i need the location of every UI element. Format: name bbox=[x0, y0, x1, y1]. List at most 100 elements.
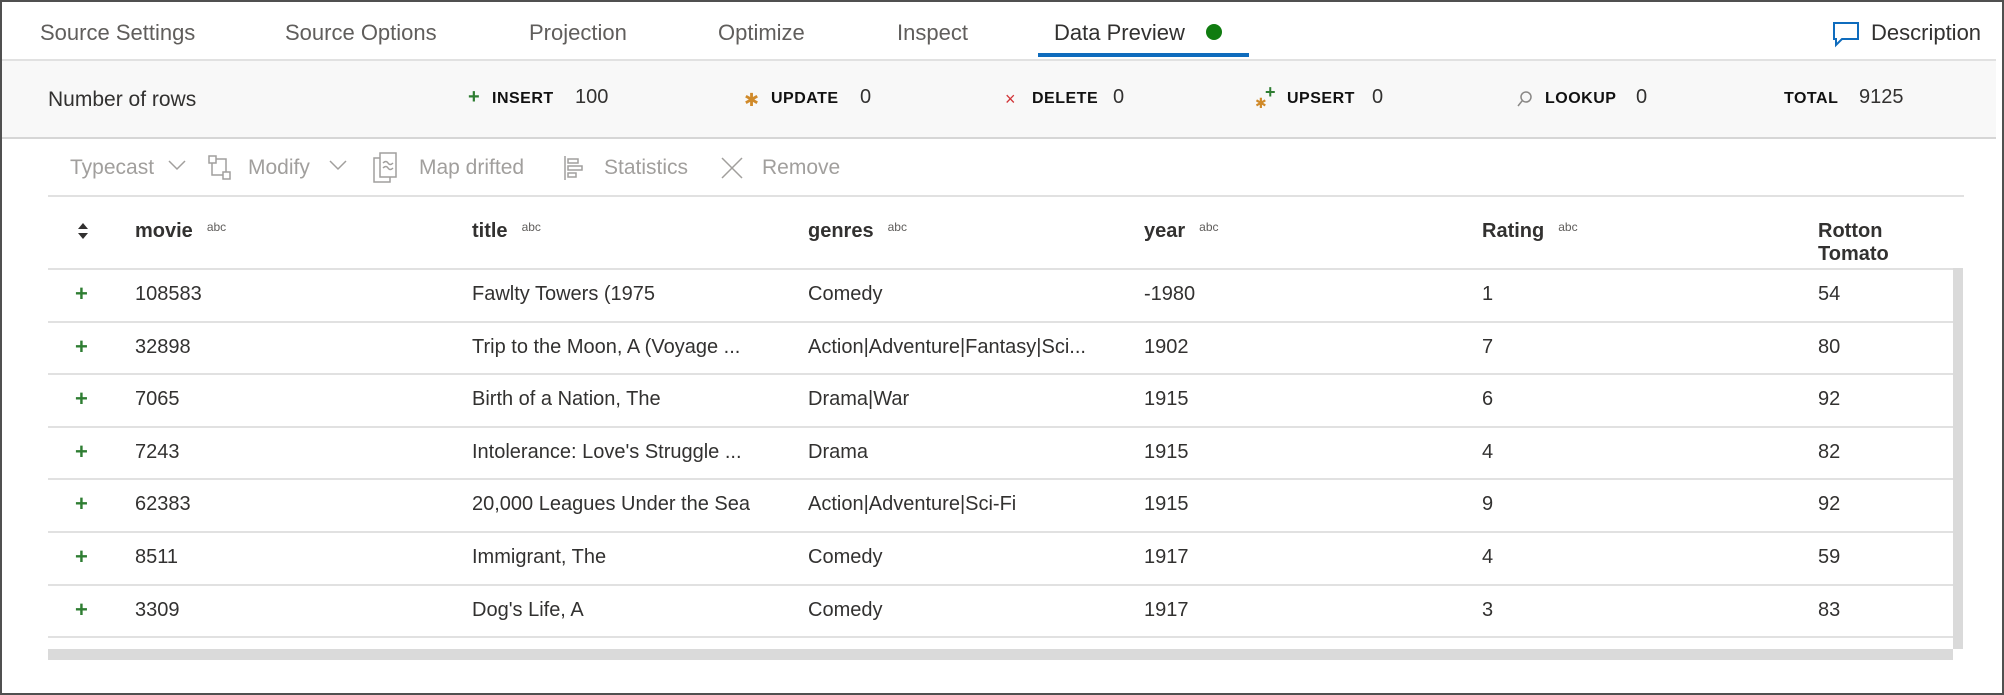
description-label[interactable]: Description bbox=[1871, 20, 1982, 45]
map-drifted-button[interactable]: Map drifted bbox=[419, 156, 525, 179]
tab-optimize[interactable]: Optimize bbox=[718, 20, 805, 45]
status-dot-icon bbox=[1206, 24, 1222, 40]
insert-label: INSERT bbox=[492, 90, 554, 107]
number-of-rows-label: Number of rows bbox=[48, 88, 197, 111]
cell-rating: 4 bbox=[1482, 546, 1494, 568]
cell-title: Birth of a Nation, The bbox=[472, 388, 661, 411]
table-row[interactable]: +32898 Trip to the Moon, A (Voyage ... Act… bbox=[48, 320, 1953, 375]
insert-row-icon: + bbox=[75, 491, 88, 517]
column-header-rating[interactable]: Rating abc bbox=[1482, 220, 1578, 243]
typecast-button[interactable]: Typecast bbox=[70, 156, 155, 179]
lookup-count: 0 bbox=[1636, 86, 1648, 108]
cell-rating: 6 bbox=[1482, 388, 1494, 411]
lookup-icon bbox=[1517, 90, 1533, 113]
cell-genres: Comedy bbox=[808, 598, 883, 621]
insert-row-icon: + bbox=[75, 333, 88, 359]
tab-inspect[interactable]: Inspect bbox=[897, 20, 968, 45]
table-row[interactable]: +7243 Intolerance: Love's Struggle ... Dra… bbox=[48, 425, 1953, 480]
delete-label: DELETE bbox=[1032, 90, 1099, 107]
insert-row-icon: + bbox=[75, 596, 88, 622]
chevron-down-icon bbox=[329, 158, 347, 176]
total-label: TOTAL bbox=[1784, 90, 1839, 107]
table-row[interactable]: +3309 Dog's Life, A Comedy 1917 3 83 bbox=[48, 583, 1953, 638]
insert-row-icon: + bbox=[75, 386, 88, 412]
vertical-scrollbar[interactable] bbox=[1953, 268, 1963, 649]
table-row[interactable]: +8511 Immigrant, The Comedy 1917 4 59 bbox=[48, 531, 1953, 585]
cell-movie: 3309 bbox=[135, 598, 180, 621]
sort-icon[interactable] bbox=[77, 222, 89, 245]
cell-year: 1915 bbox=[1144, 493, 1189, 516]
cell-rotton-tomato: 80 bbox=[1818, 335, 1841, 358]
insert-count: 100 bbox=[575, 86, 609, 108]
chevron-down-icon bbox=[168, 158, 186, 176]
insert-row-icon: + bbox=[75, 281, 88, 306]
cell-movie: 7065 bbox=[135, 388, 180, 411]
cell-year: 1915 bbox=[1144, 440, 1189, 463]
cell-genres: Drama bbox=[808, 440, 869, 463]
cell-title: Immigrant, The bbox=[472, 546, 607, 568]
tab-data-preview[interactable]: Data Preview bbox=[1054, 20, 1185, 45]
column-header-label: title bbox=[472, 220, 508, 242]
type-badge: abc bbox=[887, 220, 907, 234]
cell-rotton-tomato: 92 bbox=[1818, 493, 1841, 516]
cell-year: -1980 bbox=[1144, 283, 1196, 305]
toolbar-divider bbox=[48, 195, 1964, 197]
cell-title: Dog's Life, A bbox=[472, 598, 584, 621]
description-button[interactable] bbox=[1832, 20, 1860, 53]
cell-year: 1902 bbox=[1144, 335, 1189, 358]
cell-rating: 1 bbox=[1482, 283, 1494, 305]
column-header-movie[interactable]: movie abc bbox=[135, 220, 226, 243]
cell-year: 1915 bbox=[1144, 388, 1189, 411]
cell-rating: 7 bbox=[1482, 335, 1494, 358]
type-badge: abc bbox=[1558, 220, 1578, 234]
cell-rating: 3 bbox=[1482, 598, 1494, 621]
column-header-genres[interactable]: genres abc bbox=[808, 220, 907, 243]
table-row[interactable]: +7065 Birth of a Nation, The Drama|War 1915… bbox=[48, 373, 1953, 427]
tab-projection[interactable]: Projection bbox=[529, 20, 627, 45]
column-header-label: Rating bbox=[1482, 220, 1545, 242]
table-row[interactable]: +62383 20,000 Leagues Under the Sea Action… bbox=[48, 478, 1953, 532]
delete-count: 0 bbox=[1113, 86, 1125, 108]
cell-movie: 62383 bbox=[135, 493, 191, 516]
cell-genres: Action|Adventure|Fantasy|Sci... bbox=[808, 335, 1086, 358]
table-row[interactable]: +108583 Fawlty Towers (1975 Comedy -1980 1 54 bbox=[48, 268, 1953, 322]
cell-title: Fawlty Towers (1975 bbox=[472, 283, 656, 305]
modify-button[interactable]: Modify bbox=[248, 156, 310, 179]
cell-rotton-tomato: 54 bbox=[1818, 283, 1841, 305]
active-tab-indicator bbox=[1038, 53, 1249, 57]
column-header-label: movie bbox=[135, 220, 193, 242]
horizontal-scrollbar[interactable] bbox=[48, 649, 1953, 660]
modify-icon bbox=[208, 155, 232, 186]
column-header-title[interactable]: title abc bbox=[472, 220, 541, 243]
cell-genres: Comedy bbox=[808, 283, 883, 305]
cell-movie: 32898 bbox=[135, 335, 191, 358]
comment-icon bbox=[1833, 22, 1859, 48]
insert-icon: + bbox=[468, 86, 480, 108]
column-header-year[interactable]: year abc bbox=[1144, 220, 1219, 243]
column-header-label: Rotton Tomato bbox=[1818, 220, 1889, 265]
upsert-count: 0 bbox=[1372, 86, 1384, 108]
type-badge: abc bbox=[206, 220, 227, 234]
column-header-label: year bbox=[1144, 220, 1186, 242]
cell-year: 1917 bbox=[1144, 598, 1189, 621]
statistics-button[interactable]: Statistics bbox=[604, 156, 689, 179]
delete-icon: × bbox=[1005, 89, 1016, 109]
upsert-label: UPSERT bbox=[1287, 90, 1355, 107]
column-header-label: genres bbox=[808, 220, 874, 242]
row-count-bar bbox=[2, 59, 1996, 139]
cell-rating: 9 bbox=[1482, 493, 1494, 516]
remove-button[interactable]: Remove bbox=[762, 156, 841, 179]
cell-movie: 108583 bbox=[135, 283, 202, 305]
insert-row-icon: + bbox=[75, 544, 88, 569]
cell-rotton-tomato: 82 bbox=[1818, 440, 1841, 463]
tab-source-options[interactable]: Source Options bbox=[285, 20, 437, 45]
statistics-icon bbox=[563, 155, 585, 186]
cell-genres: Action|Adventure|Sci-Fi bbox=[808, 493, 1017, 516]
table-bottom-border bbox=[48, 636, 1953, 639]
update-label: UPDATE bbox=[771, 90, 839, 107]
type-badge: abc bbox=[521, 220, 541, 234]
cell-rating: 4 bbox=[1482, 440, 1494, 463]
column-header-rotton-tomato[interactable]: Rotton Tomato bbox=[1818, 220, 1953, 266]
tab-source-settings[interactable]: Source Settings bbox=[40, 20, 196, 45]
update-icon: ✱ bbox=[744, 90, 760, 110]
